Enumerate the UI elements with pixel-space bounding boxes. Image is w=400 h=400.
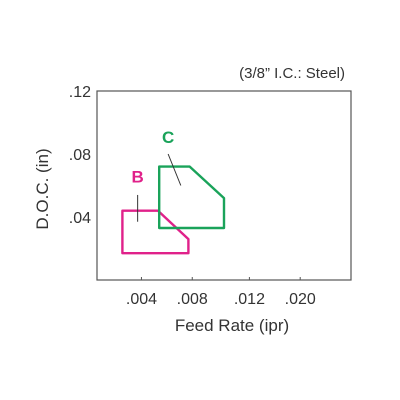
x-tick-labels: .004 .008 .012 .020: [126, 277, 316, 308]
y-tick-label-0: .04: [69, 210, 91, 227]
chart-note: (3/8” I.C.: Steel): [239, 65, 345, 82]
x-tick-label-2: .012: [234, 291, 265, 308]
region-b-label: B: [131, 167, 143, 186]
regions: BC: [121, 128, 226, 255]
plot-frame: [96, 90, 352, 281]
y-tick-labels: .04 .08 .12: [69, 84, 91, 227]
region-c-outline: [157, 165, 226, 230]
x-tick-label-1: .008: [177, 291, 208, 308]
y-axis-label: D.O.C. (in): [33, 148, 52, 229]
region-b-outline: [121, 209, 190, 255]
region-c-leader: [167, 153, 182, 186]
x-axis-label: Feed Rate (ipr): [175, 316, 289, 335]
region-c-label: C: [162, 128, 174, 147]
x-tick-label-3: .020: [285, 291, 316, 308]
y-tick-label-1: .08: [69, 147, 91, 164]
x-tick-label-0: .004: [126, 291, 157, 308]
y-tick-label-2: .12: [69, 84, 91, 101]
